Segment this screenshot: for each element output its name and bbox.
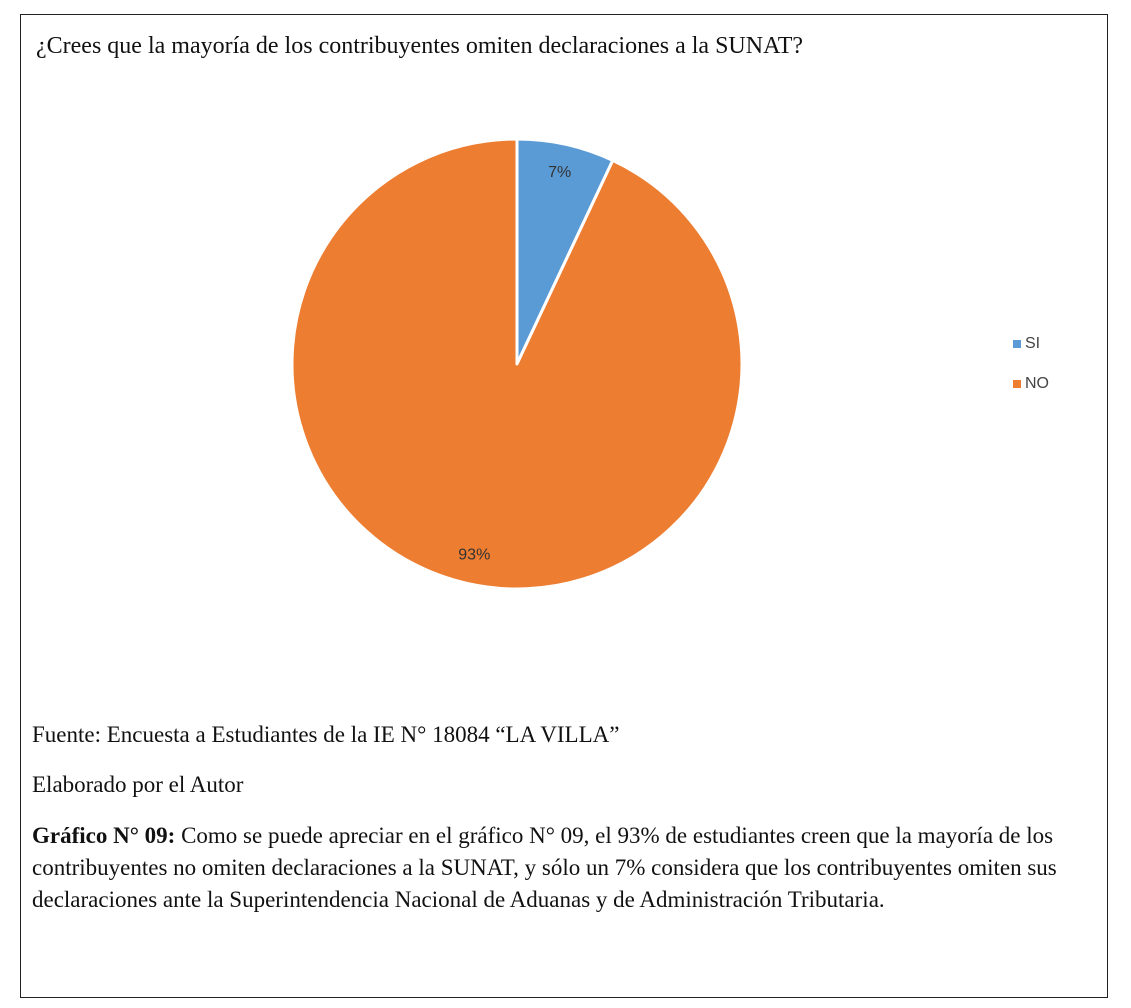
chart-title: ¿Crees que la mayoría de los contribuyen… — [36, 33, 803, 59]
author-note: Elaborado por el Autor — [32, 772, 244, 797]
pie-slice — [290, 137, 744, 591]
legend-swatch — [1013, 380, 1021, 388]
legend-label: SI — [1025, 335, 1040, 352]
chart: ¿Crees que la mayoría de los contribuyen… — [36, 33, 1049, 591]
source-note: Fuente: Encuesta a Estudiantes de la IE … — [32, 722, 620, 747]
legend-label: NO — [1025, 375, 1049, 392]
frame — [20, 14, 1108, 998]
caption: Gráfico N° 09: Como se puede apreciar en… — [32, 820, 1098, 916]
caption-label: Gráfico N° 09: — [32, 823, 176, 848]
data-label: 93% — [458, 546, 490, 563]
legend-swatch — [1013, 340, 1021, 348]
data-label: 7% — [548, 164, 571, 181]
caption-text: Como se puede apreciar en el gráfico N° … — [32, 823, 1057, 912]
